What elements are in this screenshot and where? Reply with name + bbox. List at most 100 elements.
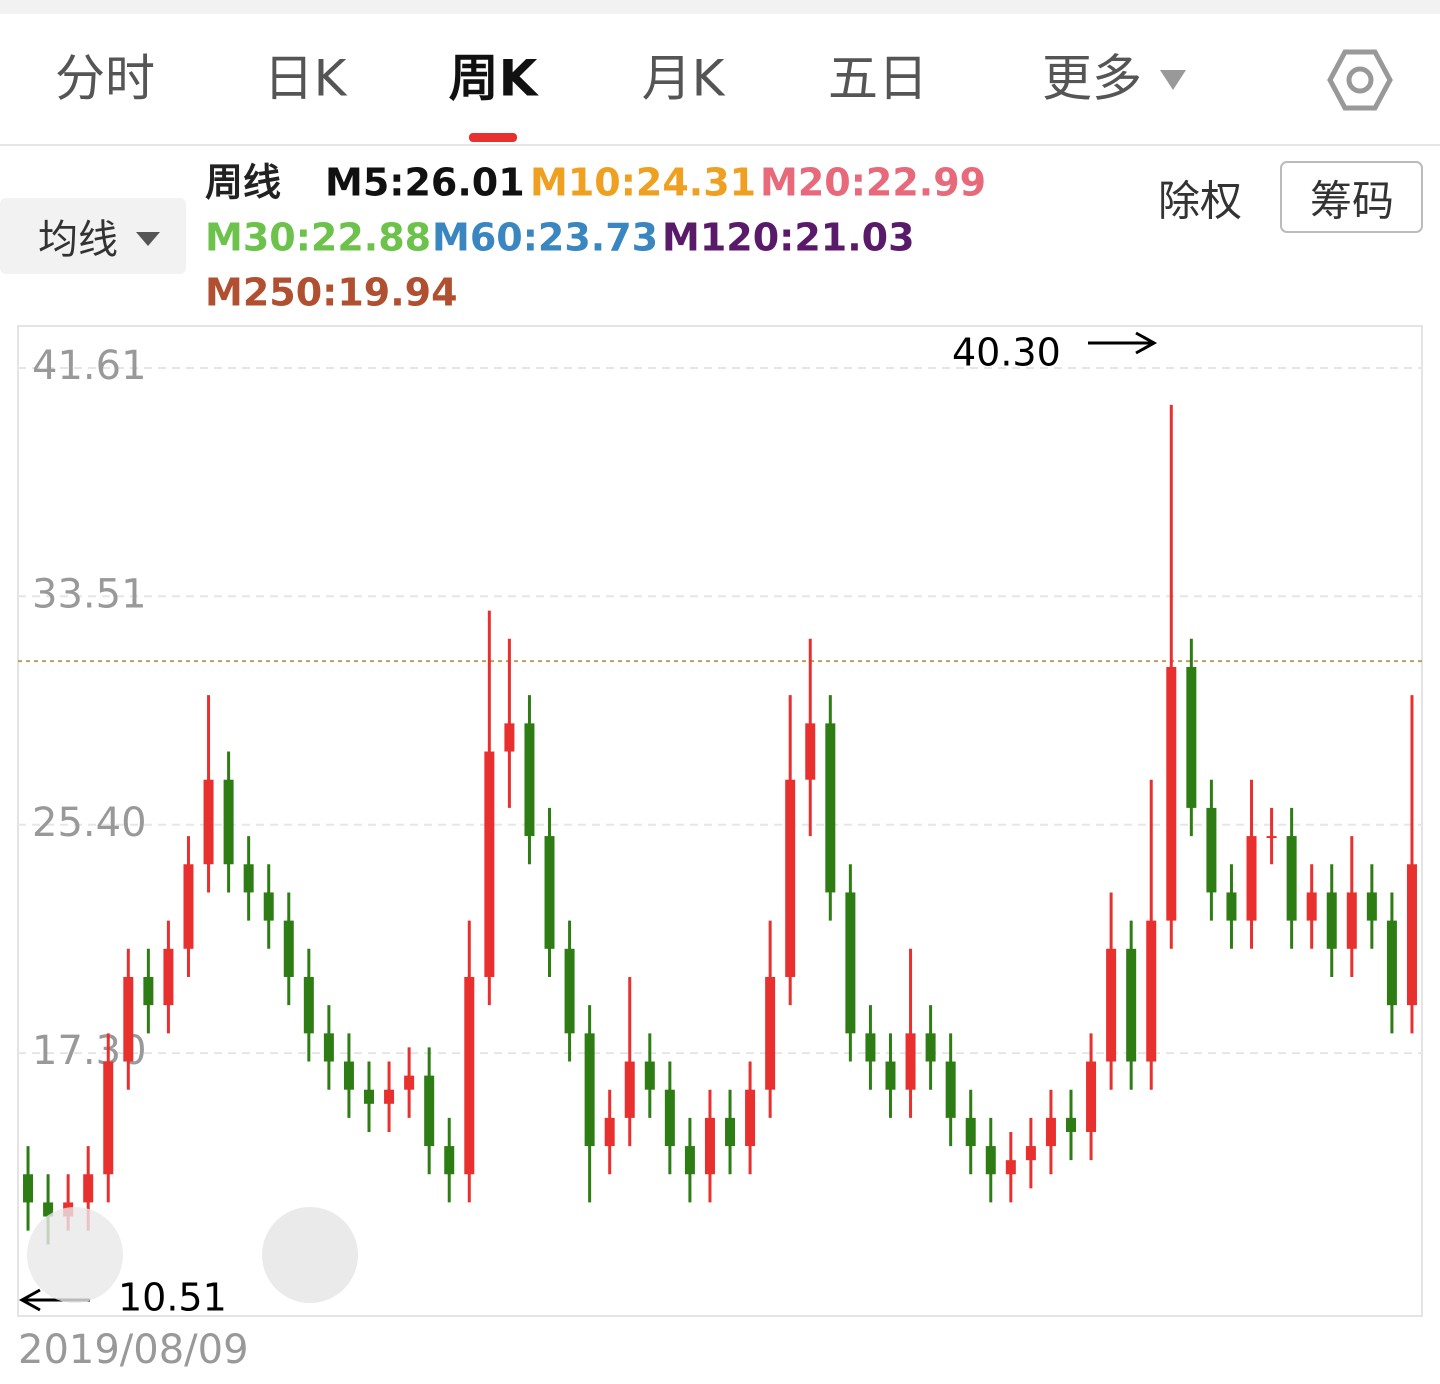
candle-body (163, 948, 174, 1006)
candle-body (1286, 836, 1297, 921)
candle-body (364, 1089, 374, 1104)
y-tick-label: 25.40 (32, 800, 147, 846)
candle-body (183, 864, 194, 949)
tab[interactable]: 更多 (1042, 50, 1142, 108)
candle-body (424, 1075, 435, 1147)
candle-body (1206, 807, 1217, 893)
candle-body (1005, 1160, 1016, 1175)
settings-icon[interactable] (1327, 49, 1393, 111)
tab[interactable]: 月K (642, 50, 726, 108)
toolbar-button[interactable]: 筹码 (1310, 177, 1394, 226)
tab[interactable]: 分时 (55, 50, 155, 108)
tab[interactable]: 周K (449, 50, 540, 108)
tab[interactable]: 日K (264, 50, 348, 108)
candle-body (1226, 892, 1237, 921)
candle-body (905, 1033, 916, 1090)
low-label: 10.51 (118, 1276, 227, 1320)
candle-body (1066, 1117, 1076, 1132)
candle-body (303, 976, 314, 1034)
active-tab-indicator (469, 133, 517, 142)
candle-body (384, 1089, 395, 1104)
legend-item: 周线 (205, 161, 281, 205)
candle-body (1306, 892, 1317, 921)
status-strip (0, 0, 1440, 14)
high-label: 40.30 (952, 331, 1061, 375)
candle-body (263, 892, 274, 921)
candle-body (925, 1033, 936, 1062)
candle-body (223, 779, 234, 865)
candle-body (765, 976, 776, 1090)
legend-item: M20:22.99 (760, 161, 986, 205)
low-arrow-head (18, 1288, 41, 1312)
indicator-button[interactable]: 均线 (38, 217, 118, 263)
candle-body (203, 779, 214, 865)
candle-body (785, 779, 796, 977)
candle-body (664, 1089, 675, 1147)
candle-body (103, 1061, 114, 1175)
candle-body (564, 948, 575, 1034)
candle-body (865, 1033, 876, 1062)
legend-item: M250:19.94 (205, 271, 458, 315)
legend-item: M120:21.03 (662, 216, 915, 260)
candle-body (1326, 892, 1337, 949)
candle-body (464, 976, 475, 1175)
y-tick-label: 41.61 (32, 343, 147, 389)
legend-item: M5:26.01 (325, 161, 525, 205)
candle-body (444, 1146, 455, 1175)
expand-button[interactable] (27, 1207, 123, 1303)
candle-body (484, 751, 495, 977)
candle-body (825, 723, 836, 893)
candle-body (745, 1089, 756, 1147)
candle-body (1025, 1146, 1036, 1161)
candle-body (504, 723, 515, 752)
candle-body (985, 1146, 996, 1175)
candle-body (83, 1174, 94, 1203)
candle-body (725, 1117, 736, 1147)
candle-body (1406, 864, 1417, 1006)
candle-body (143, 976, 154, 1006)
candle-body (1386, 920, 1397, 1006)
candle-body (1346, 892, 1357, 949)
toolbar-button[interactable]: 除权 (1158, 177, 1242, 226)
legend-item: M30:22.88 (205, 216, 431, 260)
candle-body (885, 1061, 896, 1090)
candle-body (23, 1174, 34, 1203)
candle-body (1106, 948, 1117, 1062)
tab[interactable]: 五日 (828, 50, 928, 108)
candle-body (684, 1146, 695, 1175)
candle-body (1366, 892, 1377, 921)
candle-body (404, 1075, 415, 1090)
candle-body (584, 1033, 595, 1147)
candle-body (323, 1033, 334, 1062)
legend-item: M10:24.31 (530, 161, 756, 205)
candle-body (1246, 836, 1257, 921)
candle-body (704, 1117, 715, 1175)
candle-body (43, 1202, 54, 1217)
legend-item: M60:23.73 (432, 216, 658, 260)
fullscreen-button[interactable] (262, 1207, 358, 1303)
candle-body (1166, 666, 1177, 921)
candle-body (1266, 836, 1277, 839)
candle-body (123, 976, 134, 1062)
more-arrow[interactable] (1160, 70, 1186, 90)
y-tick-label: 33.51 (32, 571, 147, 617)
candle-body (1186, 666, 1197, 808)
candle-body (524, 723, 535, 837)
candle-body (624, 1061, 635, 1118)
indicator-button-bg[interactable] (0, 198, 186, 274)
candle-body (1086, 1061, 1097, 1132)
candle-body (544, 836, 555, 949)
candle-body (343, 1061, 354, 1090)
candle-body (1146, 920, 1157, 1062)
candle-body (805, 723, 816, 780)
high-arrow-head (1135, 331, 1158, 355)
candle-body (1126, 948, 1137, 1062)
chart-frame (17, 325, 1423, 1317)
indicator-arrow[interactable] (136, 232, 160, 246)
candle-body (644, 1061, 655, 1090)
candle-body (604, 1117, 615, 1147)
chips-button-border[interactable] (1280, 161, 1423, 233)
candle-body (283, 920, 294, 977)
